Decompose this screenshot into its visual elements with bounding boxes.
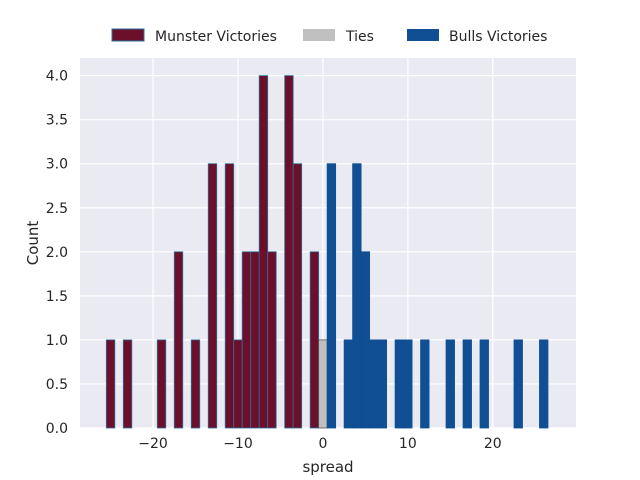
bar-series-0 xyxy=(292,163,303,429)
legend-item-munster: Munster Victories xyxy=(111,28,277,45)
y-tick-label: 3.5 xyxy=(46,113,68,129)
bar-series-0 xyxy=(207,163,218,429)
bar-series-2 xyxy=(420,339,430,429)
bar-series-0 xyxy=(258,75,269,429)
x-tick-label: −20 xyxy=(138,436,168,452)
legend-label-ties: Ties xyxy=(345,29,374,45)
y-tick-label: 1.5 xyxy=(46,289,68,305)
legend-label-bulls: Bulls Victories xyxy=(449,29,547,45)
bar-series-2 xyxy=(343,339,354,429)
bar-series-2 xyxy=(479,339,489,429)
legend-swatch-munster xyxy=(111,28,145,42)
bar-series-0 xyxy=(233,339,243,429)
x-tick-label: 10 xyxy=(399,436,417,452)
bar-series-0 xyxy=(224,163,235,429)
bar-series-2 xyxy=(377,339,388,429)
bar-series-0 xyxy=(173,251,184,429)
bar-series-0 xyxy=(105,339,116,429)
bar-series-2 xyxy=(539,339,549,429)
bar-series-1 xyxy=(318,339,328,429)
legend-item-ties: Ties xyxy=(303,29,374,45)
y-tick-label: 0.5 xyxy=(46,377,68,393)
bar-series-0 xyxy=(122,339,133,429)
x-tick-label: −10 xyxy=(223,436,253,452)
legend-item-bulls: Bulls Victories xyxy=(407,29,547,45)
y-tick-label: 2.0 xyxy=(46,245,68,261)
y-tick-label: 1.0 xyxy=(46,333,68,349)
legend-swatch-ties xyxy=(303,29,335,41)
x-axis-label: spread xyxy=(302,458,353,476)
x-tick-label: 0 xyxy=(318,436,327,452)
bar-series-2 xyxy=(352,163,362,429)
bar-series-2 xyxy=(369,339,379,429)
y-axis-label: Count xyxy=(24,221,42,266)
bar-series-0 xyxy=(309,251,320,429)
bar-series-2 xyxy=(360,251,371,429)
bar-series-2 xyxy=(403,339,413,429)
bar-series-0 xyxy=(190,339,201,429)
legend: Munster Victories Ties Bulls Victories xyxy=(111,28,547,45)
y-tick-label: 4.0 xyxy=(46,69,68,85)
bar-series-0 xyxy=(250,251,260,429)
legend-label-munster: Munster Victories xyxy=(155,29,277,45)
bar-series-0 xyxy=(284,75,294,429)
legend-swatch-bulls xyxy=(407,29,439,41)
y-tick-labels: 0.0 0.5 1.0 1.5 2.0 2.5 3.0 3.5 4.0 xyxy=(46,69,68,437)
bar-series-2 xyxy=(326,163,337,429)
bar-series-2 xyxy=(445,339,455,429)
bar-series-0 xyxy=(267,251,277,429)
y-tick-label: 0.0 xyxy=(46,421,68,437)
x-tick-labels: −20 −10 0 10 20 xyxy=(138,436,501,452)
bar-series-2 xyxy=(462,339,472,429)
bars xyxy=(105,75,549,429)
y-tick-label: 2.5 xyxy=(46,201,68,217)
bar-series-0 xyxy=(156,339,167,429)
bar-series-2 xyxy=(394,339,404,429)
y-tick-label: 3.0 xyxy=(46,157,68,173)
bar-series-0 xyxy=(241,251,252,429)
bar-series-2 xyxy=(513,339,523,429)
x-tick-label: 20 xyxy=(484,436,502,452)
